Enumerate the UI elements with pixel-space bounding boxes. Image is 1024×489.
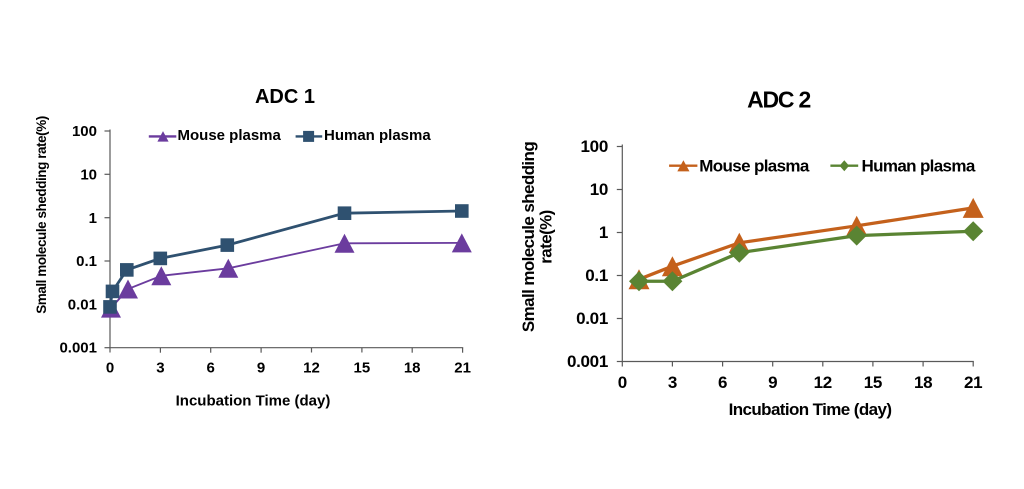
- svg-text:9: 9: [257, 359, 265, 376]
- svg-text:3: 3: [668, 373, 677, 392]
- svg-text:100: 100: [72, 123, 97, 140]
- svg-text:0: 0: [618, 373, 627, 392]
- svg-text:Incubation Time (day): Incubation Time (day): [176, 392, 331, 409]
- svg-text:Human plasma: Human plasma: [862, 156, 976, 175]
- svg-text:ADC 1: ADC 1: [255, 86, 315, 108]
- svg-text:0.001: 0.001: [567, 352, 608, 371]
- svg-text:15: 15: [864, 373, 882, 392]
- svg-text:Small molecule shedding: Small molecule shedding: [519, 142, 538, 332]
- svg-text:0.1: 0.1: [585, 266, 608, 285]
- svg-text:Incubation Time (day): Incubation Time (day): [729, 400, 892, 419]
- svg-text:18: 18: [914, 373, 932, 392]
- svg-text:3: 3: [156, 359, 164, 376]
- svg-text:rate(%): rate(%): [536, 210, 555, 263]
- svg-text:Mouse plasma: Mouse plasma: [178, 127, 282, 144]
- svg-text:10: 10: [80, 167, 97, 184]
- svg-text:Human plasma: Human plasma: [324, 127, 431, 144]
- svg-text:0.001: 0.001: [59, 340, 97, 357]
- svg-text:1: 1: [599, 223, 608, 242]
- svg-text:0: 0: [106, 359, 114, 376]
- svg-text:6: 6: [207, 359, 215, 376]
- svg-text:15: 15: [354, 359, 371, 376]
- svg-text:9: 9: [768, 373, 777, 392]
- svg-text:ADC 2: ADC 2: [747, 87, 810, 113]
- svg-text:100: 100: [581, 137, 608, 156]
- svg-text:0.01: 0.01: [576, 309, 608, 328]
- svg-text:0.1: 0.1: [76, 253, 97, 270]
- svg-text:21: 21: [454, 359, 471, 376]
- svg-text:12: 12: [303, 359, 320, 376]
- svg-text:21: 21: [964, 373, 982, 392]
- svg-text:12: 12: [814, 373, 832, 392]
- svg-text:0.01: 0.01: [68, 297, 97, 314]
- svg-text:Mouse plasma: Mouse plasma: [699, 156, 810, 175]
- svg-text:Small molecule shedding rate(%: Small molecule shedding rate(%): [34, 116, 49, 314]
- svg-text:18: 18: [404, 359, 421, 376]
- svg-text:1: 1: [89, 210, 97, 227]
- svg-text:6: 6: [718, 373, 727, 392]
- svg-text:10: 10: [590, 180, 608, 199]
